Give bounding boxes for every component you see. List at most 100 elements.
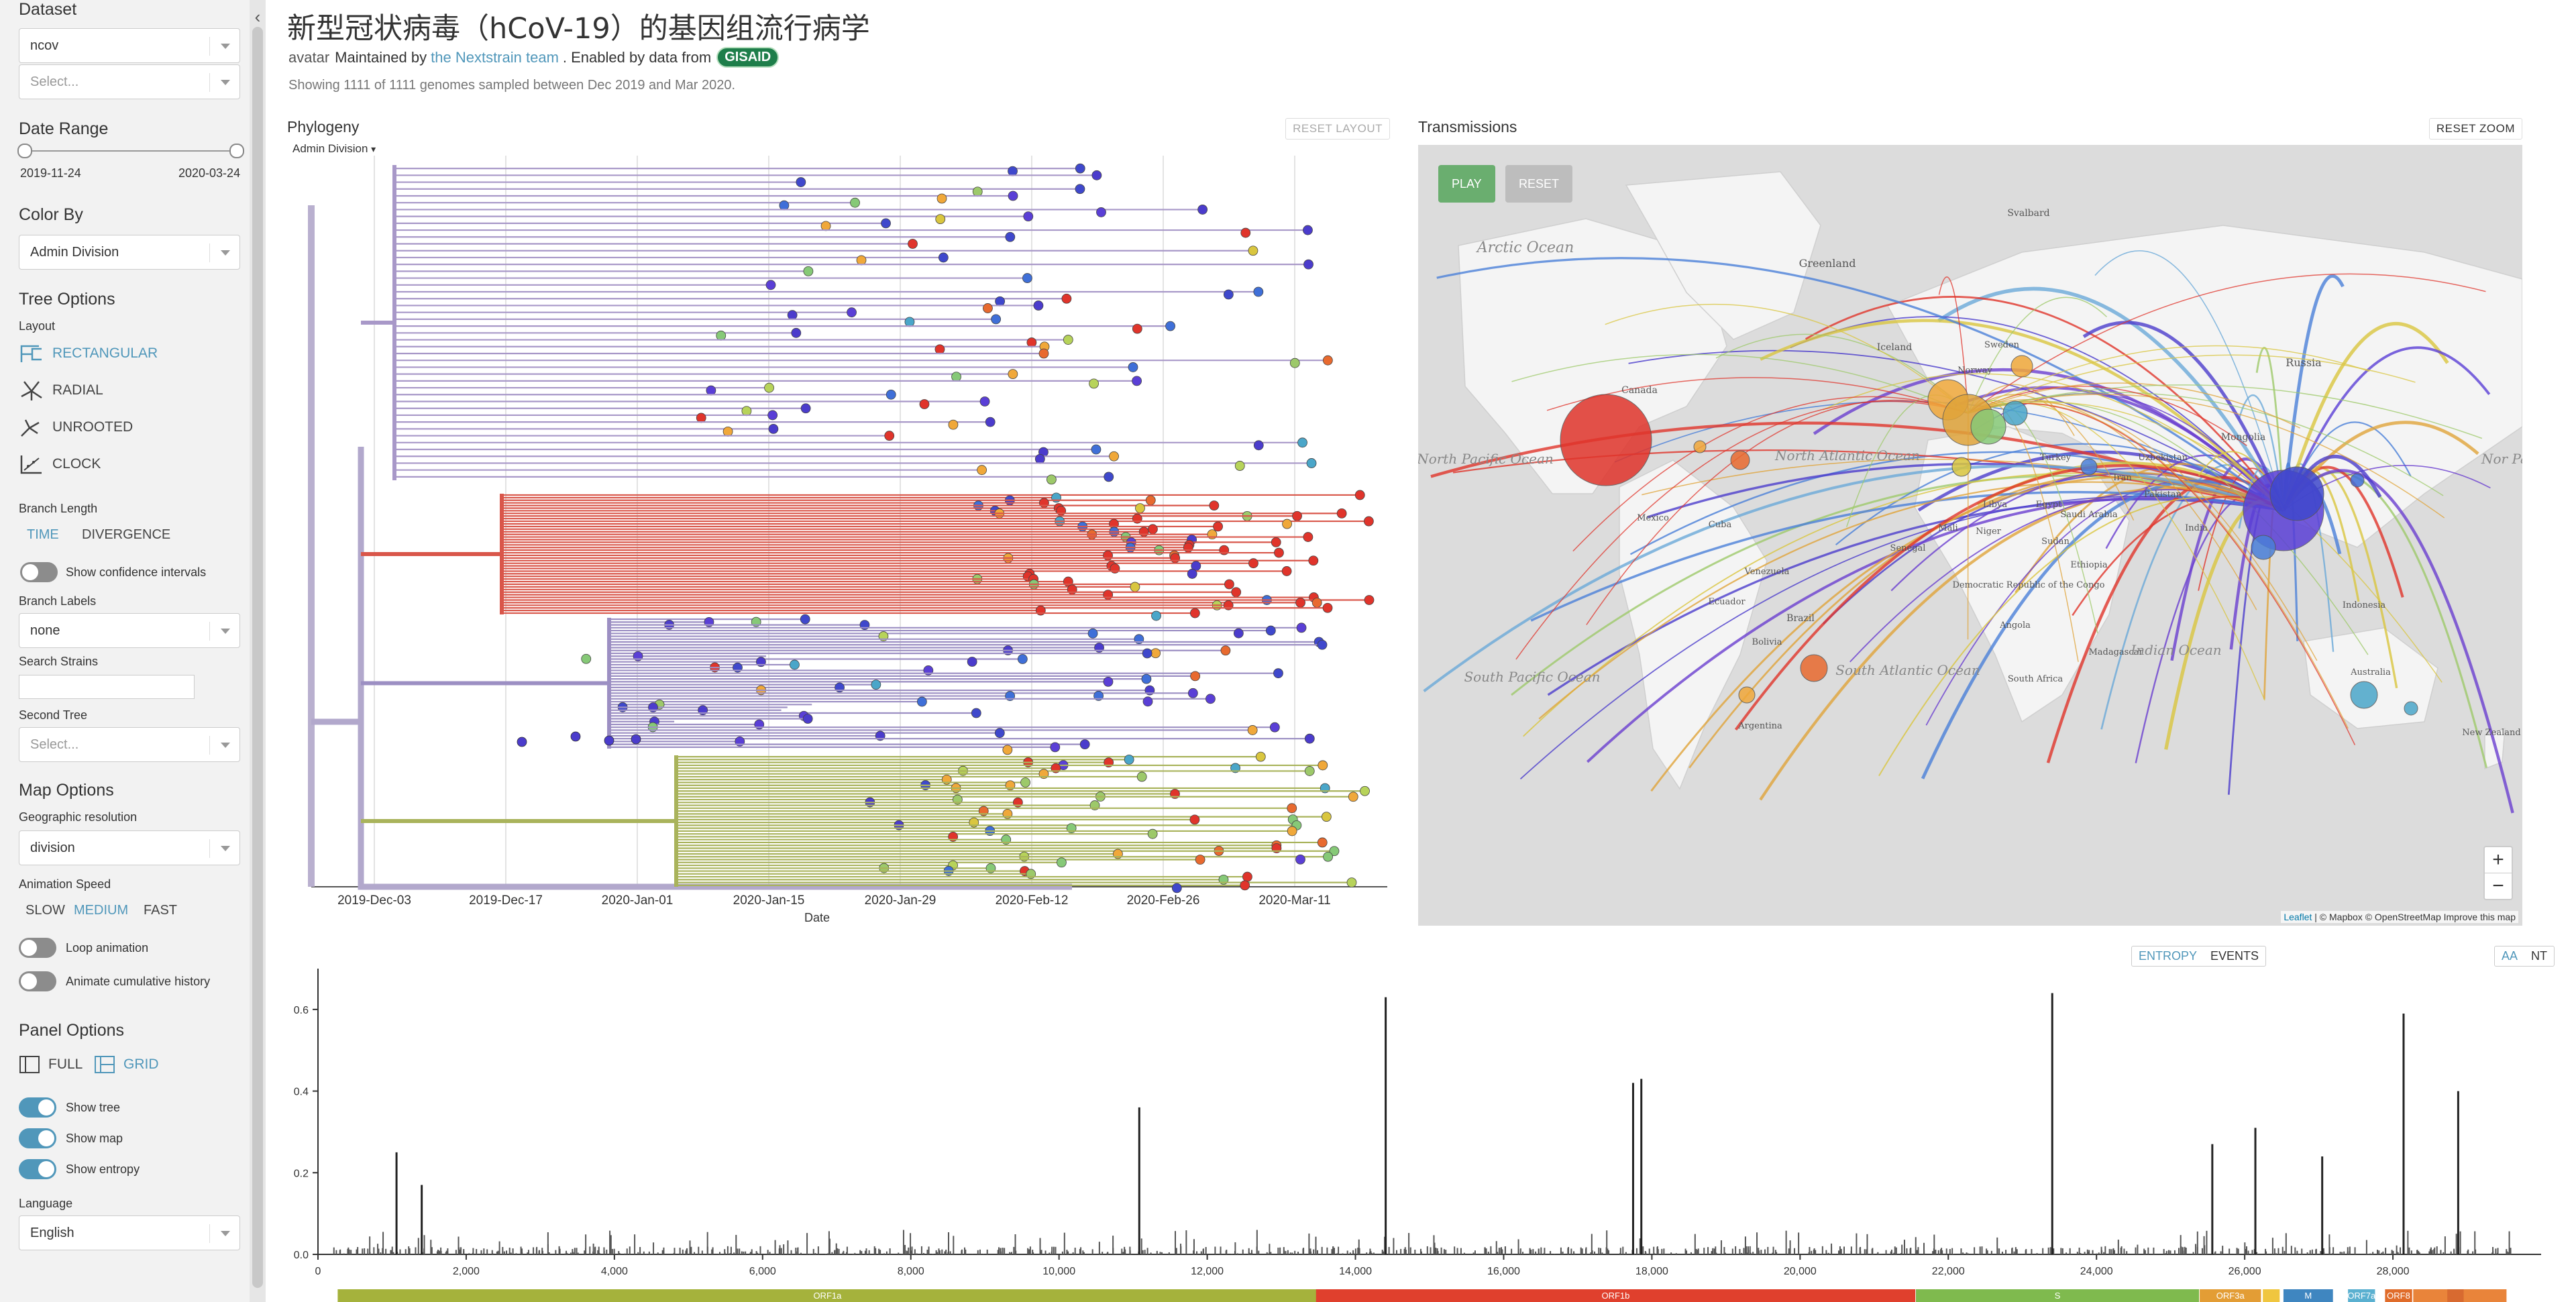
tree-tip — [1292, 510, 1302, 521]
tree-tip — [741, 406, 752, 417]
show-tree-toggle[interactable] — [19, 1097, 56, 1118]
color-by-select[interactable]: Admin Division — [19, 235, 240, 270]
tree-clade-branch — [361, 494, 504, 614]
tree-tip — [791, 327, 802, 338]
search-strains-input[interactable] — [19, 675, 195, 699]
map-label: Russia — [2286, 356, 2322, 369]
layout-unrooted[interactable]: UNROOTED — [19, 416, 133, 439]
date-range-slider[interactable] — [17, 144, 244, 158]
loop-animation-toggle[interactable] — [19, 938, 56, 958]
map-attribution: Leaflet | © Mapbox © OpenStreetMap Impro… — [2281, 911, 2518, 923]
tree-tip — [1136, 771, 1147, 782]
sidebar-scrollbar[interactable]: ‹ — [250, 0, 266, 1302]
collapse-sidebar-icon[interactable]: ‹ — [254, 7, 261, 27]
map-label: Nor Pa — [2481, 451, 2522, 467]
tree-tip — [1322, 355, 1333, 366]
map-node — [2350, 473, 2365, 488]
date-range-end: 2020-03-24 — [178, 166, 241, 180]
tab-entropy[interactable]: ENTROPY — [2138, 949, 2197, 963]
play-button[interactable]: PLAY — [1438, 165, 1495, 203]
cumulative-toggle[interactable] — [19, 971, 56, 991]
panel-grid[interactable]: GRID — [94, 1053, 159, 1076]
tree-tip — [1145, 495, 1156, 506]
transmission-arc — [1968, 394, 2445, 519]
tree-tip — [1213, 521, 1223, 532]
color-by-header: Color By — [19, 205, 83, 224]
map-label: North Atlantic Ocean — [1774, 447, 1920, 464]
chevron-down-icon: ▾ — [371, 144, 376, 154]
tab-nt[interactable]: NT — [2531, 949, 2547, 963]
confidence-toggle[interactable] — [20, 562, 58, 582]
branch-length-time[interactable]: TIME — [27, 527, 59, 542]
tree-tip — [1304, 733, 1315, 744]
phylogeny-tree[interactable]: 2019-Dec-03 2019-Dec-17 2020-Jan-01 2020-Ja… — [287, 118, 1394, 923]
map-label: Libya — [1983, 500, 2007, 510]
tab-events[interactable]: EVENTS — [2210, 949, 2259, 963]
map-label: Indonesia — [2343, 600, 2386, 610]
map-label: Mongolia — [2221, 432, 2265, 443]
geo-resolution-select[interactable]: division — [19, 830, 240, 865]
tree-tip — [951, 372, 961, 382]
x-tick-label: 16,000 — [1487, 1266, 1520, 1277]
map-label: Ethiopia — [2070, 560, 2108, 570]
chevron-down-icon — [221, 743, 230, 748]
transmission-arc — [1572, 396, 1969, 552]
panel-full[interactable]: FULL — [19, 1053, 83, 1076]
map-canvas: Arctic Ocean Greenland Svalbard Iceland Russ… — [1418, 171, 2522, 814]
entropy-chart[interactable]: 0.0 0.2 0.4 0.6 0 2,000 4,000 6,000 8,000 10,000 1… — [287, 942, 2555, 1302]
gisaid-logo[interactable]: GISAID — [716, 47, 780, 68]
show-map-toggle[interactable] — [19, 1128, 56, 1148]
leaflet-link[interactable]: Leaflet — [2284, 912, 2312, 922]
tree-tip — [1295, 854, 1305, 865]
tree-tip — [800, 403, 811, 414]
layout-radial[interactable]: RADIAL — [19, 379, 103, 402]
dataset-sub-select[interactable]: Select... — [19, 64, 240, 99]
tree-tip — [885, 389, 896, 400]
tree-color-dropdown[interactable]: Admin Division ▾ — [292, 142, 376, 156]
speed-fast[interactable]: FAST — [144, 903, 178, 918]
tree-tip — [1205, 694, 1216, 704]
map-label: Brazil — [1786, 613, 1815, 624]
zoom-out-button[interactable]: − — [2492, 875, 2504, 897]
rectangular-layout-icon — [20, 345, 42, 362]
tree-tip — [1128, 362, 1138, 372]
tab-aa[interactable]: AA — [2501, 949, 2518, 963]
geo-resolution-label: Geographic resolution — [19, 810, 138, 824]
second-tree-label: Second Tree — [19, 708, 88, 722]
tree-tip — [1248, 246, 1258, 256]
zoom-in-button[interactable]: + — [2485, 847, 2512, 873]
map-label: Sweden — [1984, 340, 2020, 350]
reset-zoom-button[interactable]: RESET ZOOM — [2428, 118, 2522, 140]
speed-medium[interactable]: MEDIUM — [74, 903, 129, 918]
date-slider-handle-start[interactable] — [17, 144, 32, 158]
layout-rectangular[interactable]: RECTANGULAR — [19, 342, 158, 365]
map-label: South Pacific Ocean — [1464, 669, 1600, 685]
dataset-select[interactable]: ncov — [19, 28, 240, 63]
branch-length-divergence[interactable]: DIVERGENCE — [82, 527, 171, 542]
reset-layout-button[interactable]: RESET LAYOUT — [1285, 118, 1390, 140]
speed-slow[interactable]: SLOW — [25, 903, 65, 918]
map-node — [2010, 355, 2033, 378]
language-label: Language — [19, 1197, 73, 1210]
nextstrain-team-link[interactable]: the Nextstrain team — [431, 48, 559, 66]
x-tick-label: 2020-Jan-29 — [865, 893, 936, 908]
tree-tip — [1297, 437, 1307, 448]
tree-tip — [871, 680, 881, 690]
show-entropy-toggle[interactable] — [19, 1159, 56, 1179]
world-map[interactable]: Arctic Ocean Greenland Svalbard Iceland Russ… — [1418, 145, 2522, 926]
tree-tip — [1273, 668, 1283, 679]
y-tick-label: 0.6 — [294, 1005, 309, 1016]
second-tree-select[interactable]: Select... — [19, 727, 240, 762]
date-slider-handle-end[interactable] — [229, 144, 244, 158]
branch-labels-select[interactable]: none — [19, 613, 240, 648]
tree-tip — [1242, 871, 1252, 882]
tree-tip — [1151, 610, 1161, 621]
map-reset-button[interactable]: RESET — [1505, 165, 1573, 203]
enabled-by-text: . Enabled by data from — [562, 48, 712, 66]
tree-tip — [1104, 472, 1114, 482]
map-label: Norway — [1957, 366, 1992, 376]
layout-clock[interactable]: CLOCK — [19, 453, 101, 476]
language-select[interactable]: English — [19, 1215, 240, 1250]
y-tick-label: 0.2 — [294, 1168, 309, 1179]
tree-tip — [1253, 286, 1264, 297]
